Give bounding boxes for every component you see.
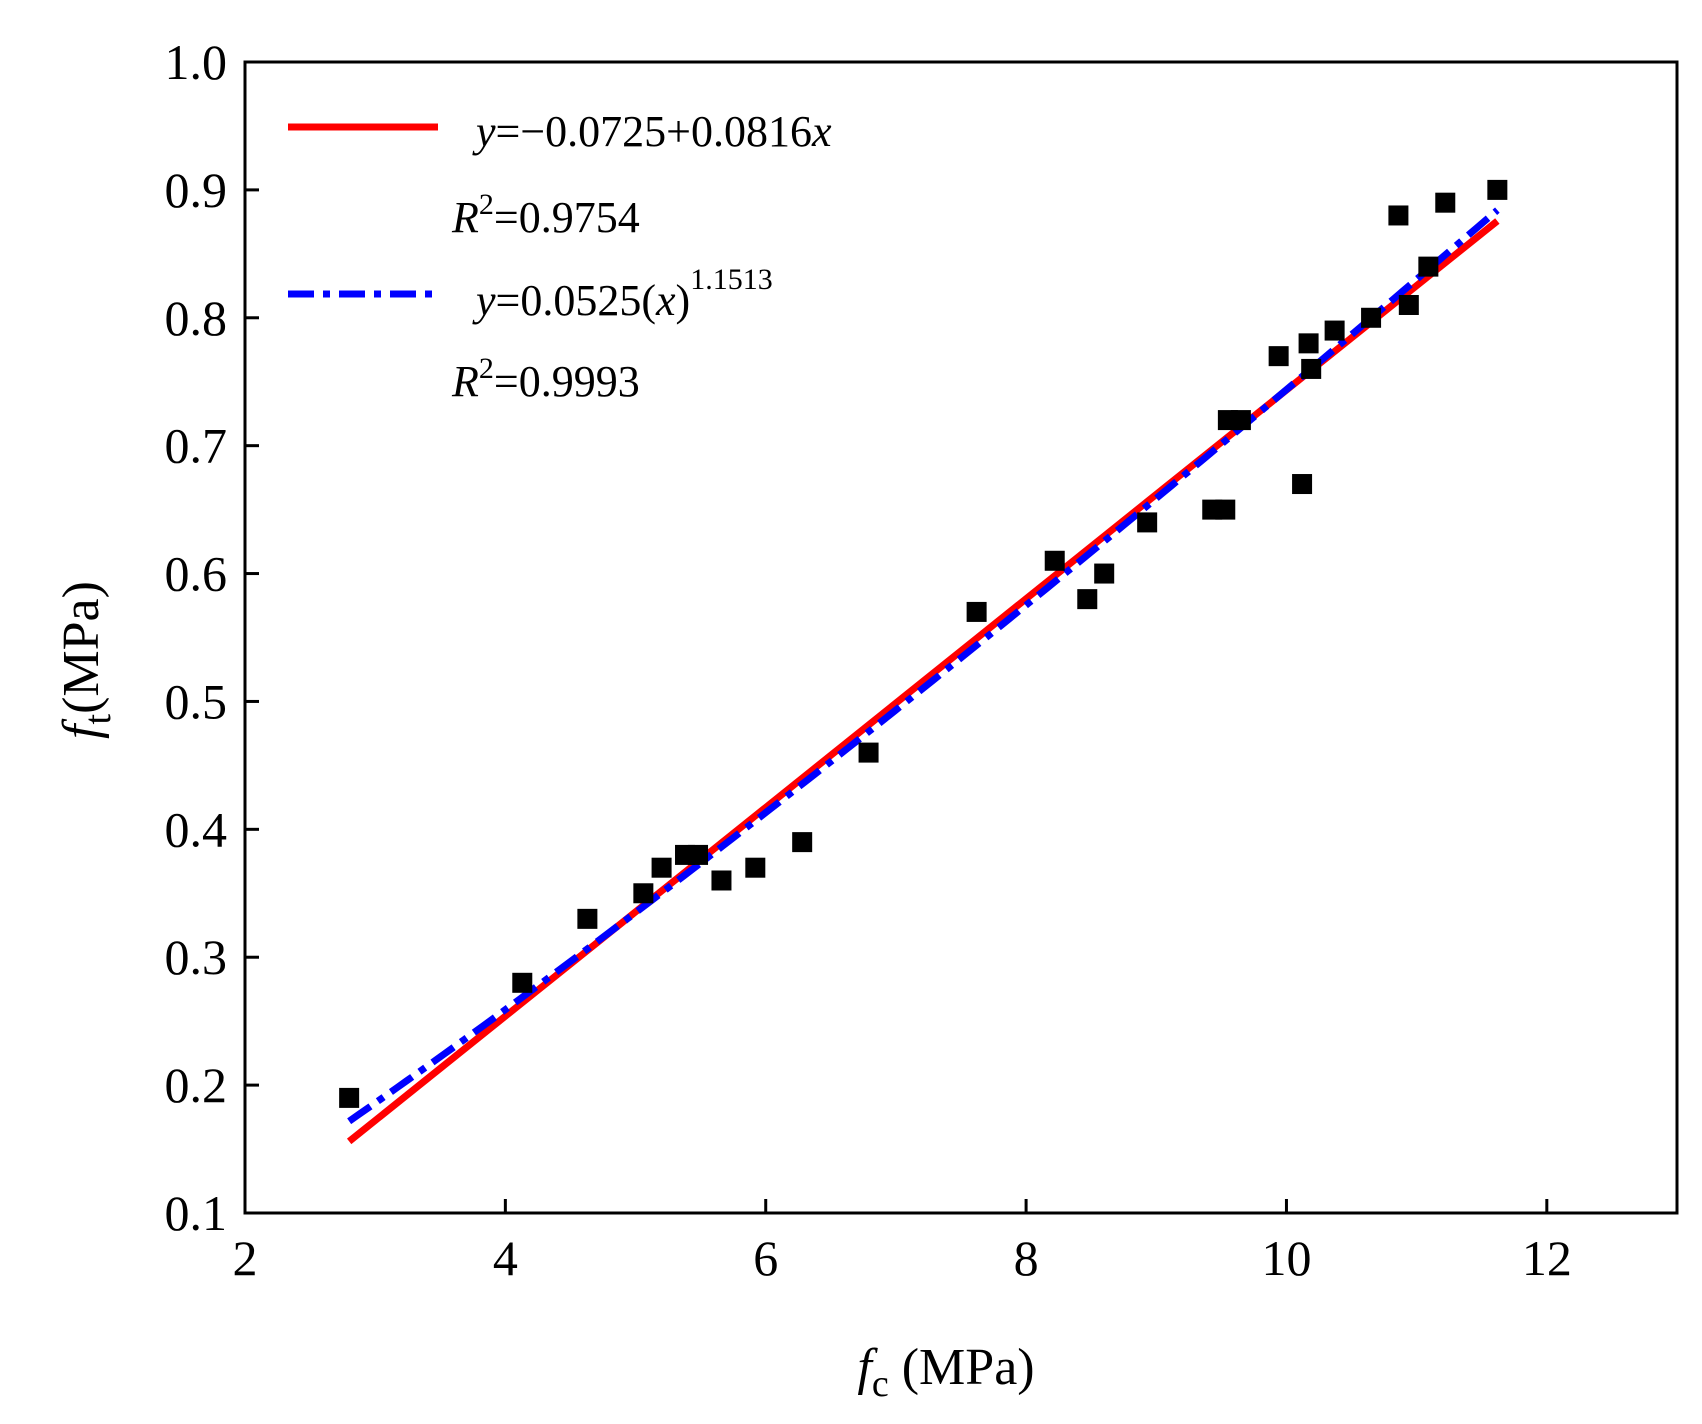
x-tick-label: 10 xyxy=(1261,1230,1311,1286)
power-r2-symbol: R xyxy=(451,357,479,406)
x-tick-label: 2 xyxy=(233,1230,258,1286)
x-axis-unit: (MPa) xyxy=(889,1339,1035,1396)
data-point xyxy=(1094,563,1115,584)
data-point xyxy=(1298,333,1319,354)
data-point xyxy=(1268,346,1289,367)
x-tick-label: 12 xyxy=(1522,1230,1572,1286)
data-point xyxy=(1398,294,1419,315)
legend-linear-r2: R2=0.9754 xyxy=(451,188,640,242)
legend-linear-equation: y=−0.0725+0.0816x xyxy=(472,107,832,156)
y-tick-label: 0.8 xyxy=(165,290,228,346)
y-tick-label: 0.3 xyxy=(165,929,228,985)
x-tick-label: 8 xyxy=(1014,1230,1039,1286)
data-point xyxy=(792,832,813,853)
data-point xyxy=(1361,307,1382,328)
y-tick-label: 1.0 xyxy=(165,34,228,90)
legend: y=−0.0725+0.0816x R2=0.9754 y=0.0525(x)1… xyxy=(288,107,832,406)
y-axis-title: ft(MPa) xyxy=(53,581,119,739)
linear-eq-rhs: =−0.0725+0.0816 xyxy=(496,107,812,156)
x-tick-label: 4 xyxy=(493,1230,518,1286)
data-point xyxy=(1435,192,1456,213)
y-tick-label: 0.5 xyxy=(165,673,228,729)
power-eq-rhs: =0.0525( xyxy=(496,276,656,325)
linear-r2-symbol: R xyxy=(451,193,479,242)
plot-area xyxy=(339,179,1508,1145)
y-axis-subscript: t xyxy=(77,713,119,724)
y-tick-label: 0.2 xyxy=(165,1057,228,1113)
x-tick-label: 6 xyxy=(753,1230,778,1286)
y-axis-unit: (MPa) xyxy=(53,581,110,714)
data-point xyxy=(1044,550,1065,571)
linear-eq-lhs: y xyxy=(472,107,496,156)
data-point xyxy=(1230,410,1251,431)
data-point xyxy=(858,742,879,763)
legend-power-equation: y=0.0525(x)1.1513 xyxy=(472,263,773,325)
data-point xyxy=(688,844,709,865)
power-r2-sup: 2 xyxy=(479,352,494,385)
y-tick-label: 0.4 xyxy=(165,801,228,857)
data-point xyxy=(1324,320,1345,341)
data-point xyxy=(512,972,533,993)
axis-ticks: 2 4 6 8 10 12 0.1 0.2 0.3 0.4 0.5 0.6 0.7 0.8 0.9 1.0 xyxy=(165,34,1572,1286)
data-point xyxy=(745,857,766,878)
data-point xyxy=(651,857,672,878)
data-point xyxy=(1418,256,1439,277)
data-point xyxy=(711,870,732,891)
power-eq-exponent: 1.1513 xyxy=(690,263,773,296)
data-point xyxy=(1215,499,1236,520)
data-point xyxy=(633,883,654,904)
linear-r2-sup: 2 xyxy=(479,188,494,221)
x-axis-subscript: c xyxy=(872,1363,889,1405)
y-tick-label: 0.6 xyxy=(165,546,228,602)
y-tick-label: 0.1 xyxy=(165,1185,228,1241)
data-point xyxy=(1487,179,1508,200)
legend-power-r2: R2=0.9993 xyxy=(451,352,640,406)
data-point xyxy=(1077,589,1098,610)
data-point xyxy=(1301,358,1322,379)
y-tick-label: 0.7 xyxy=(165,418,228,474)
linear-eq-var: x xyxy=(811,107,832,156)
data-point xyxy=(966,601,987,622)
data-point xyxy=(1388,205,1409,226)
plot-frame xyxy=(243,60,1679,1215)
power-eq-lhs: y xyxy=(472,276,496,325)
data-point xyxy=(1137,512,1158,533)
power-eq-close: ) xyxy=(676,276,691,325)
linear-r2-value: =0.9754 xyxy=(494,193,640,242)
data-point xyxy=(577,908,598,929)
power-r2-value: =0.9993 xyxy=(494,357,640,406)
data-point xyxy=(339,1087,360,1108)
power-eq-var: x xyxy=(655,276,676,325)
x-axis-title: fc (MPa) xyxy=(857,1339,1034,1405)
data-point xyxy=(1292,474,1313,495)
y-tick-label: 0.9 xyxy=(165,162,228,218)
